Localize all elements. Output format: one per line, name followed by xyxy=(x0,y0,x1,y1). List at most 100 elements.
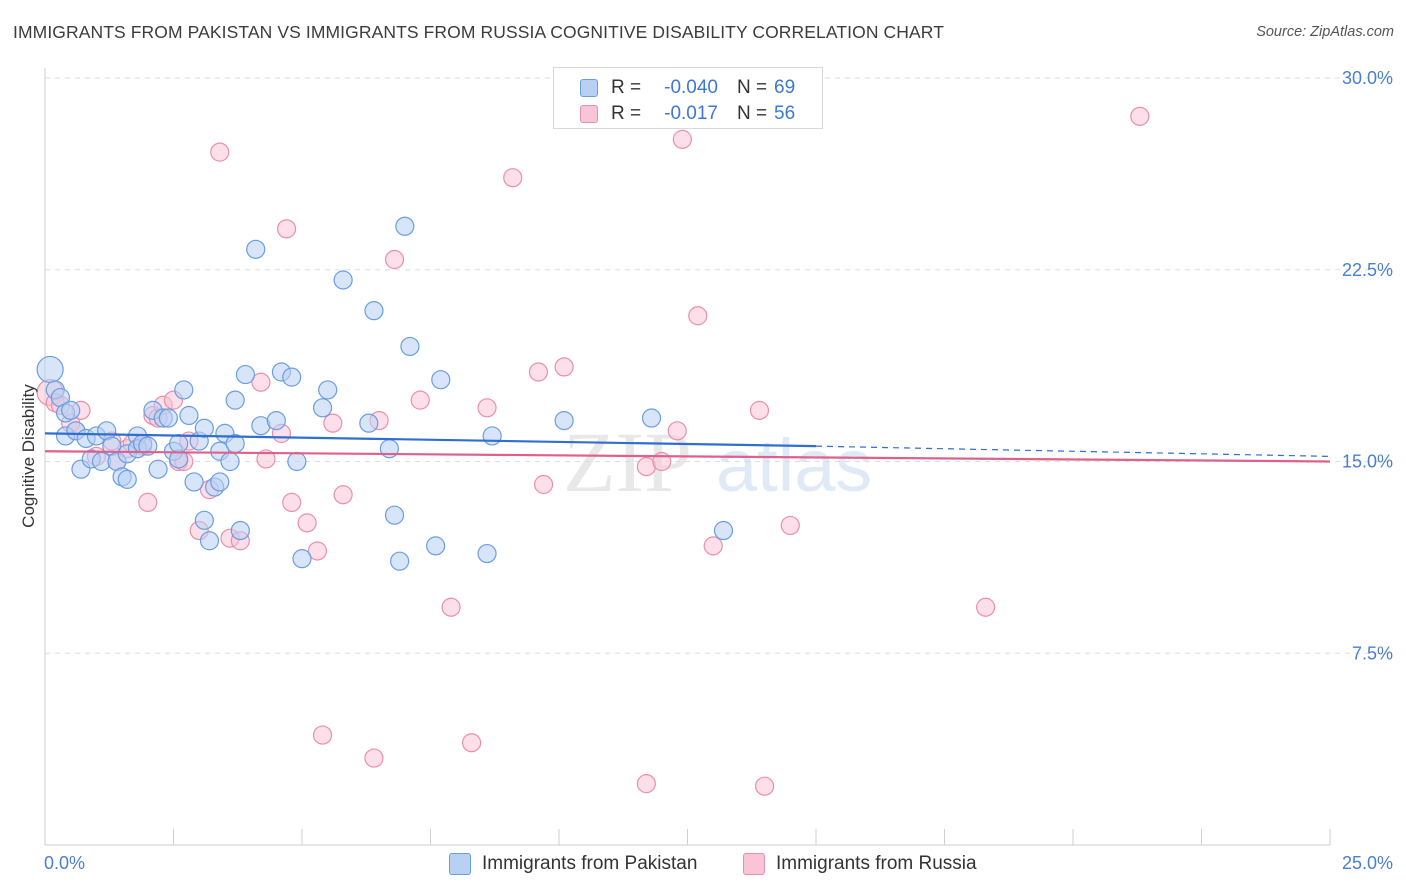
legend-swatch-russia xyxy=(580,105,598,123)
russia-point xyxy=(256,449,276,469)
pakistan-point xyxy=(426,536,446,556)
russia-point xyxy=(307,541,328,561)
legend-swatch-pakistan xyxy=(580,79,598,97)
correlation-legend: R = -0.040 N = 69 R = -0.017 N = 56 xyxy=(553,67,823,129)
pakistan-point xyxy=(713,520,734,541)
russia-point xyxy=(1130,106,1150,126)
russia-point xyxy=(749,400,770,420)
y-tick-label: 30.0% xyxy=(1342,68,1393,88)
russia-point xyxy=(462,733,482,753)
russia-point xyxy=(297,513,317,533)
series-pakistan-points xyxy=(36,216,734,571)
source-label: Source: ZipAtlas.com xyxy=(1256,24,1394,40)
pakistan-point xyxy=(61,400,81,420)
russia-point xyxy=(384,249,405,270)
russia-point xyxy=(754,776,775,796)
russia-point xyxy=(477,398,497,418)
legend-label: Immigrants from Russia xyxy=(776,853,977,874)
pakistan-point xyxy=(477,543,497,564)
pakistan-point xyxy=(148,459,168,479)
watermark-atlas: atlas xyxy=(716,424,872,507)
pakistan-point xyxy=(184,472,204,492)
legend-row-pakistan: R = -0.040 N = 69 xyxy=(554,75,822,101)
pakistan-point xyxy=(230,520,250,541)
x-tick-label: 25.0% xyxy=(1342,853,1393,873)
russia-point xyxy=(441,597,461,617)
axes xyxy=(44,68,1331,846)
r-value: -0.040 xyxy=(664,77,718,98)
pakistan-point xyxy=(333,270,353,290)
r-label: R = xyxy=(611,103,642,124)
pakistan-point xyxy=(158,408,178,428)
russia-point xyxy=(333,485,353,505)
pakistan-point xyxy=(246,239,266,259)
pakistan-point xyxy=(179,405,199,426)
russia-point xyxy=(528,362,549,382)
russia-point xyxy=(323,413,343,433)
pakistan-point xyxy=(318,380,338,400)
pakistan-point xyxy=(36,355,64,384)
russia-point xyxy=(672,129,692,149)
y-axis-title: Cognitive Disability xyxy=(19,384,38,528)
russia-point xyxy=(533,474,554,495)
russia-point xyxy=(667,421,687,441)
russia-point xyxy=(312,725,333,745)
russia-point xyxy=(554,357,574,377)
russia-point xyxy=(703,536,723,556)
russia-point xyxy=(251,372,271,392)
russia-point xyxy=(276,219,297,239)
trend-line-pakistan xyxy=(44,432,817,448)
trend-line-pakistan-extension xyxy=(815,445,1331,457)
pakistan-point xyxy=(641,408,662,428)
pakistan-point xyxy=(169,434,189,454)
russia-point xyxy=(503,168,523,188)
tick-labels: 7.5% 15.0% 22.5% 30.0% 0.0% 25.0% xyxy=(44,68,1393,873)
trend-line-russia xyxy=(44,450,1331,463)
pakistan-point xyxy=(235,364,256,385)
russia-point xyxy=(364,748,384,768)
r-label: R = xyxy=(611,77,642,98)
pakistan-point xyxy=(292,549,312,569)
russia-point xyxy=(780,515,800,536)
pakistan-point xyxy=(266,410,286,431)
legend-label: Immigrants from Pakistan xyxy=(482,853,698,874)
pakistan-point xyxy=(364,301,384,321)
pakistan-point xyxy=(194,510,214,530)
russia-point xyxy=(636,774,656,794)
pakistan-point xyxy=(312,398,333,418)
n-label: N = xyxy=(737,103,768,124)
y-tick-label: 22.5% xyxy=(1342,260,1393,280)
russia-point xyxy=(688,306,708,326)
chart-title: IMMIGRANTS FROM PAKISTAN VS IMMIGRANTS F… xyxy=(13,22,944,42)
pakistan-point xyxy=(225,390,245,410)
legend-row-russia: R = -0.017 N = 56 xyxy=(554,101,822,127)
y-tick-label: 15.0% xyxy=(1342,452,1393,472)
n-value: 56 xyxy=(774,103,796,124)
pakistan-point xyxy=(199,531,220,551)
pakistan-point xyxy=(400,336,420,357)
pakistan-point xyxy=(138,436,158,456)
pakistan-point xyxy=(390,551,410,571)
pakistan-point xyxy=(287,451,307,472)
russia-point xyxy=(210,142,230,162)
pakistan-point xyxy=(384,505,405,525)
n-value: 69 xyxy=(774,77,796,98)
pakistan-point xyxy=(282,367,302,387)
y-tick-label: 7.5% xyxy=(1352,643,1393,663)
x-tick-label: 0.0% xyxy=(44,853,85,873)
pakistan-point xyxy=(194,418,214,438)
r-value: -0.017 xyxy=(664,103,718,124)
russia-point xyxy=(282,492,302,513)
pakistan-point xyxy=(395,216,415,236)
pakistan-point xyxy=(431,370,451,390)
pakistan-point xyxy=(359,413,379,433)
pakistan-point xyxy=(554,410,574,431)
pakistan-point xyxy=(174,380,194,400)
pakistan-point xyxy=(210,472,230,492)
pakistan-point xyxy=(482,426,502,446)
legend-swatch-pakistan xyxy=(449,853,471,875)
n-label: N = xyxy=(737,77,768,98)
pakistan-point xyxy=(220,451,240,472)
trend-lines xyxy=(44,432,1331,463)
